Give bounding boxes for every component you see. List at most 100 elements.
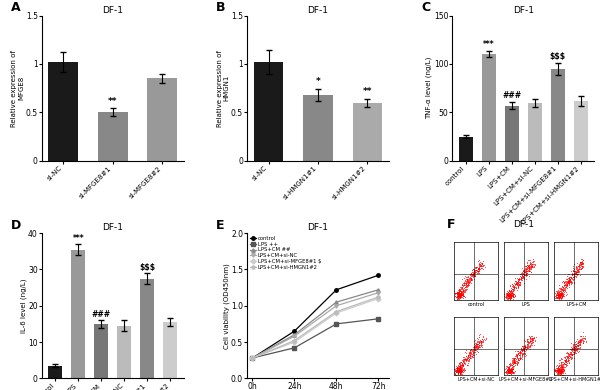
Point — [515, 349, 525, 355]
Point — [566, 351, 575, 357]
Point — [515, 281, 525, 287]
Point — [521, 268, 531, 274]
Point — [575, 271, 584, 278]
Point — [572, 265, 582, 271]
Point — [509, 360, 519, 366]
Point — [553, 367, 562, 373]
Point — [518, 270, 528, 277]
Point — [558, 366, 568, 372]
Point — [558, 288, 568, 294]
Point — [571, 343, 580, 349]
Point — [530, 337, 539, 343]
Point — [553, 370, 563, 377]
Point — [457, 368, 466, 374]
Point — [557, 288, 566, 294]
Point — [462, 282, 472, 288]
Point — [554, 368, 564, 374]
Line: control: control — [251, 273, 380, 360]
Point — [527, 264, 536, 271]
Point — [513, 277, 523, 283]
Point — [512, 279, 522, 285]
Point — [519, 269, 529, 275]
Point — [456, 292, 466, 298]
Point — [506, 365, 515, 372]
Point — [555, 292, 565, 299]
Point — [464, 280, 474, 286]
Point — [562, 350, 571, 356]
Point — [475, 266, 484, 272]
Point — [515, 348, 524, 355]
Point — [455, 291, 465, 298]
Point — [557, 291, 567, 297]
Point — [578, 335, 587, 342]
Point — [561, 278, 571, 284]
Point — [561, 289, 571, 295]
Point — [547, 368, 557, 374]
Point — [512, 278, 522, 285]
Point — [453, 363, 463, 369]
Point — [578, 340, 587, 346]
Point — [571, 344, 581, 350]
Point — [512, 284, 521, 291]
Point — [560, 288, 569, 294]
Point — [467, 354, 477, 360]
Point — [505, 360, 514, 367]
Point — [580, 335, 589, 341]
Point — [505, 292, 515, 298]
Point — [573, 266, 583, 272]
Point — [455, 369, 464, 375]
Point — [510, 359, 520, 365]
Point — [466, 346, 475, 353]
Point — [557, 286, 567, 292]
Point — [454, 289, 463, 295]
Point — [458, 292, 467, 298]
Point — [503, 293, 512, 299]
Point — [523, 262, 532, 268]
Point — [507, 360, 517, 366]
Point — [563, 281, 572, 287]
Point — [520, 342, 530, 348]
Point — [518, 273, 527, 279]
Point — [521, 269, 530, 275]
Point — [518, 343, 527, 349]
Point — [524, 262, 533, 269]
Point — [455, 365, 464, 372]
Point — [466, 347, 476, 353]
Point — [462, 276, 472, 282]
Point — [552, 290, 562, 296]
Point — [458, 282, 468, 289]
Point — [520, 343, 530, 349]
Point — [506, 361, 516, 367]
Point — [529, 335, 538, 342]
Point — [452, 366, 461, 372]
Point — [572, 271, 581, 278]
Point — [502, 292, 512, 298]
Point — [565, 351, 574, 357]
Point — [502, 291, 512, 297]
Point — [505, 293, 514, 299]
Line: LPS+CM ##: LPS+CM ## — [251, 288, 380, 360]
Point — [562, 353, 572, 359]
Point — [554, 291, 564, 297]
Point — [553, 294, 562, 301]
Point — [454, 292, 464, 299]
Point — [571, 263, 581, 269]
Point — [578, 337, 588, 343]
Point — [565, 277, 575, 284]
Point — [464, 282, 474, 288]
Point — [512, 280, 521, 286]
Point — [520, 343, 529, 349]
Point — [457, 362, 467, 368]
Point — [514, 282, 523, 288]
Point — [455, 367, 464, 373]
Point — [457, 367, 466, 373]
Point — [524, 264, 533, 270]
Point — [553, 290, 562, 296]
Point — [465, 271, 475, 277]
Point — [524, 268, 534, 274]
Point — [503, 294, 513, 300]
Point — [562, 282, 571, 288]
Point — [556, 295, 566, 301]
Point — [453, 292, 463, 298]
Point — [477, 261, 487, 267]
